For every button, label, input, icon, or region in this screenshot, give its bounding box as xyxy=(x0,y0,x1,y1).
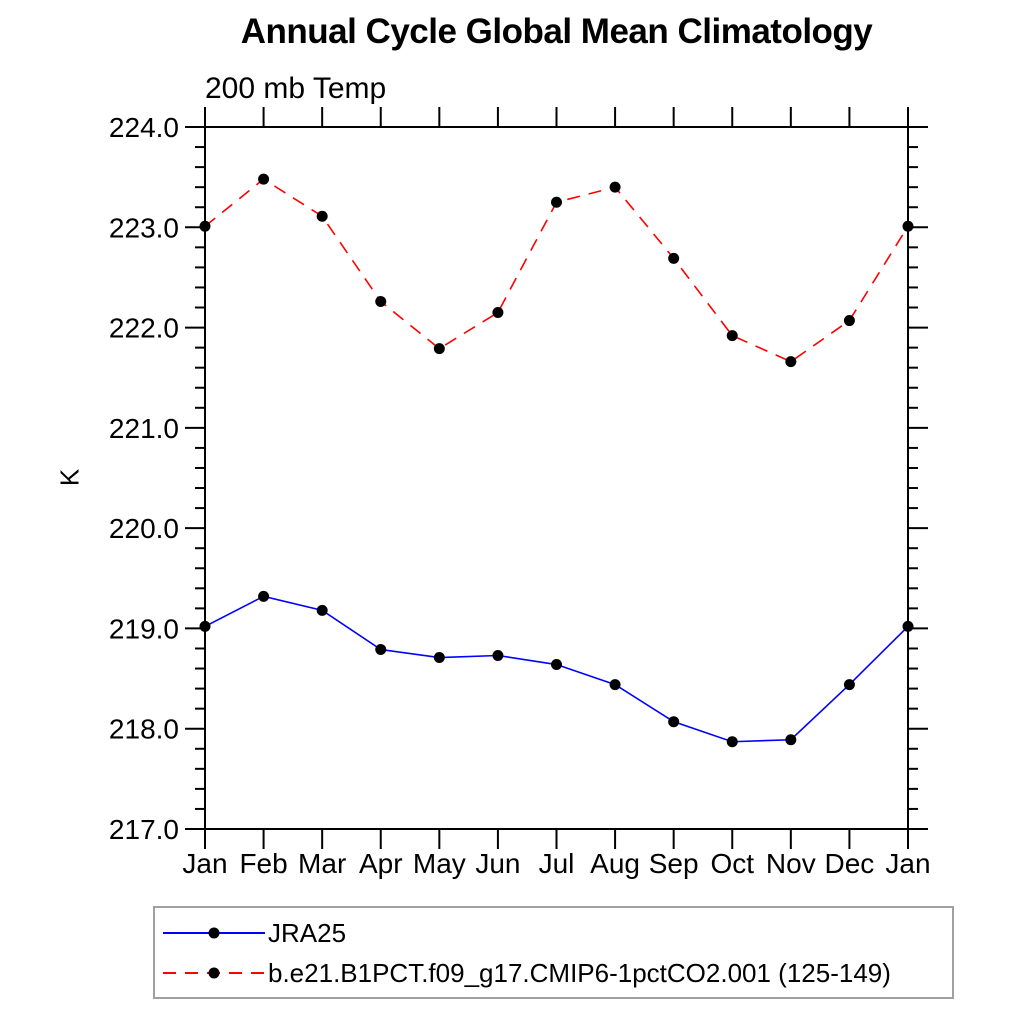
series-1-marker xyxy=(492,307,504,319)
series-0-marker xyxy=(609,679,621,691)
legend-label-model: b.e21.B1PCT.f09_g17.CMIP6-1pctCO2.001 (1… xyxy=(268,957,891,988)
series-1-marker xyxy=(785,356,797,368)
series-1-marker xyxy=(843,315,855,327)
y-tick-label: 219.0 xyxy=(109,613,179,644)
y-tick-label: 224.0 xyxy=(109,112,179,143)
series-1-marker xyxy=(199,220,211,232)
series-0-marker xyxy=(843,679,855,691)
series-1-marker xyxy=(668,252,680,264)
series-0-marker xyxy=(316,604,328,616)
series-1-marker xyxy=(726,330,738,342)
x-tick-label: Nov xyxy=(766,848,816,879)
chart-subtitle: 200 mb Temp xyxy=(205,72,387,105)
x-tick-label: Jun xyxy=(475,848,520,879)
series-1-marker xyxy=(316,210,328,222)
x-tick-label: Feb xyxy=(239,848,287,879)
series-1-marker xyxy=(609,181,621,193)
x-tick-label: Jan xyxy=(885,848,930,879)
x-tick-label: Dec xyxy=(825,848,875,879)
series-1-marker xyxy=(551,196,562,208)
y-tick-label: 222.0 xyxy=(109,313,179,344)
series-0-marker xyxy=(551,659,562,671)
x-tick-label: May xyxy=(413,848,466,879)
series-0-marker xyxy=(433,652,445,664)
legend-sample-solid-line xyxy=(163,927,265,938)
series-0-marker xyxy=(375,643,387,655)
legend-label-jra25: JRA25 xyxy=(268,917,347,948)
series-1-marker xyxy=(902,220,914,232)
series-1-marker xyxy=(375,295,387,307)
series-0-marker xyxy=(199,620,211,632)
chart-title: Annual Cycle Global Mean Climatology xyxy=(240,12,873,51)
series-0-marker xyxy=(258,590,270,602)
series-1-marker xyxy=(258,173,270,185)
x-tick-label: Apr xyxy=(359,848,403,879)
x-tick-label: Oct xyxy=(710,848,754,879)
series-0-marker xyxy=(726,736,738,748)
x-tick-label: Aug xyxy=(590,848,640,879)
series-0-marker xyxy=(785,734,797,746)
y-tick-label: 223.0 xyxy=(109,212,179,243)
legend-marker-dot xyxy=(208,967,220,978)
y-tick-label: 220.0 xyxy=(109,513,179,544)
series-0-marker xyxy=(902,620,914,632)
legend-sample-dashed-line xyxy=(163,967,265,978)
x-tick-label: Sep xyxy=(649,848,699,879)
series-1-marker xyxy=(433,343,445,355)
legend-marker-dot xyxy=(208,927,220,938)
series-0-marker xyxy=(492,650,504,662)
legend-box: JRA25 b.e21.B1PCT.f09_g17.CMIP6-1pctCO2.… xyxy=(153,906,954,999)
y-tick-label: 221.0 xyxy=(109,413,179,444)
x-tick-label: Mar xyxy=(298,848,346,879)
legend-row-jra25: JRA25 xyxy=(160,917,952,949)
legend-row-model: b.e21.B1PCT.f09_g17.CMIP6-1pctCO2.001 (1… xyxy=(160,957,952,989)
y-tick-label: 218.0 xyxy=(109,714,179,745)
series-0-marker xyxy=(668,716,680,728)
x-tick-label: Jul xyxy=(539,848,575,879)
y-tick-label: 217.0 xyxy=(109,814,179,845)
x-tick-label: Jan xyxy=(182,848,227,879)
